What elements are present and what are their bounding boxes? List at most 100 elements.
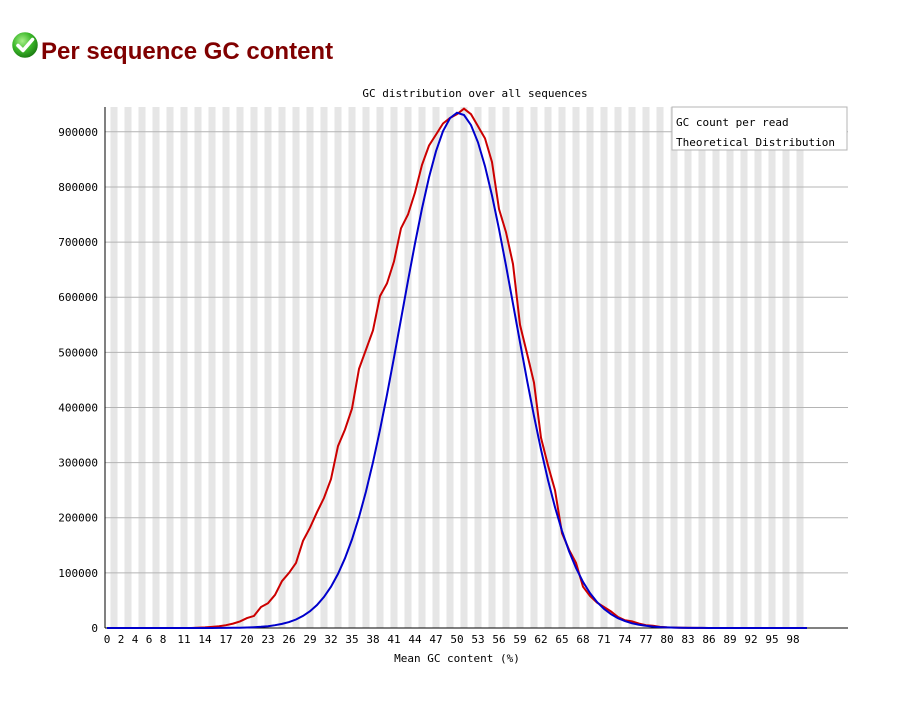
x-tick-label: 2: [118, 633, 125, 646]
x-tick-label: 17: [219, 633, 232, 646]
x-tick-label: 89: [723, 633, 736, 646]
stripe: [544, 107, 552, 628]
stripe: [250, 107, 258, 628]
stripe: [292, 107, 300, 628]
x-tick-label: 98: [786, 633, 799, 646]
stripe: [320, 107, 328, 628]
stripe: [124, 107, 132, 628]
x-tick-label: 26: [282, 633, 295, 646]
stripe: [726, 107, 734, 628]
x-tick-label: 53: [471, 633, 484, 646]
stripe: [740, 107, 748, 628]
x-tick-label: 71: [597, 633, 610, 646]
stripe: [278, 107, 286, 628]
stripe: [782, 107, 790, 628]
stripe: [376, 107, 384, 628]
stripe: [390, 107, 398, 628]
stripe: [586, 107, 594, 628]
stripe: [208, 107, 216, 628]
stripe: [614, 107, 622, 628]
x-tick-label: 38: [366, 633, 379, 646]
stripe: [138, 107, 146, 628]
stripe: [488, 107, 496, 628]
x-tick-label: 23: [261, 633, 274, 646]
x-tick-label: 44: [408, 633, 422, 646]
stripe: [110, 107, 118, 628]
stripe: [236, 107, 244, 628]
stripe: [516, 107, 524, 628]
x-tick-label: 59: [513, 633, 526, 646]
pass-check-icon: [10, 30, 40, 60]
x-tick-label: 20: [240, 633, 253, 646]
y-tick-label: 900000: [58, 126, 98, 139]
stripe: [418, 107, 426, 628]
stripe: [642, 107, 650, 628]
stripe: [152, 107, 160, 628]
stripe: [572, 107, 580, 628]
stripe: [558, 107, 566, 628]
x-tick-label: 77: [639, 633, 652, 646]
stripe: [530, 107, 538, 628]
x-tick-labels: 0 2 4 6 8 11 14 17 20 23 26 29 32 35 38 41 44 47 50 53 56 59 6…: [104, 633, 800, 646]
stripe: [600, 107, 608, 628]
series-lines: [107, 107, 807, 629]
stripe: [446, 107, 454, 628]
stripe: [698, 107, 706, 628]
stripe: [712, 107, 720, 628]
x-tick-label: 65: [555, 633, 568, 646]
stripe: [670, 107, 678, 628]
x-tick-label: 92: [744, 633, 757, 646]
y-tick-label: 800000: [58, 181, 98, 194]
stripe: [768, 107, 776, 628]
stripe: [754, 107, 762, 628]
y-tick-label: 200000: [58, 512, 98, 525]
x-tick-label: 35: [345, 633, 358, 646]
series-line-theoretical: [107, 111, 807, 629]
legend-entry-theoretical: Theoretical Distribution: [676, 136, 835, 149]
stripe: [656, 107, 664, 628]
stripe: [334, 107, 342, 628]
x-tick-label: 56: [492, 633, 505, 646]
x-tick-label: 95: [765, 633, 778, 646]
x-tick-label: 0: [104, 633, 111, 646]
stripe: [264, 107, 272, 628]
stripe: [194, 107, 202, 628]
stripe: [404, 107, 412, 628]
background-stripes: [110, 107, 804, 628]
stripe: [502, 107, 510, 628]
x-tick-label: 4: [132, 633, 139, 646]
gc-content-chart: 0 100000 200000 300000 400000 500000 600000 700…: [58, 87, 848, 665]
y-tick-label: 0: [91, 622, 98, 635]
series-line-gc-count: [107, 107, 807, 629]
x-tick-label: 14: [198, 633, 212, 646]
legend-box: [671, 106, 848, 151]
x-tick-label: 29: [303, 633, 316, 646]
x-tick-label: 32: [324, 633, 337, 646]
x-tick-label: 62: [534, 633, 547, 646]
stripe: [166, 107, 174, 628]
legend: GC count per read Theoretical Distributi…: [671, 106, 848, 151]
chart-title: GC distribution over all sequences: [362, 87, 587, 100]
stripe: [180, 107, 188, 628]
y-tick-label: 600000: [58, 291, 98, 304]
x-tick-label: 6: [146, 633, 153, 646]
stripe: [474, 107, 482, 628]
x-tick-label: 86: [702, 633, 715, 646]
y-tick-label: 400000: [58, 401, 98, 414]
x-tick-label: 50: [450, 633, 463, 646]
y-tick-label: 500000: [58, 346, 98, 359]
y-tick-label: 700000: [58, 236, 98, 249]
legend-entry-gc-count: GC count per read: [676, 116, 789, 129]
stripe: [684, 107, 692, 628]
stripe: [222, 107, 230, 628]
stripe: [306, 107, 314, 628]
x-tick-label: 41: [387, 633, 400, 646]
x-tick-label: 11: [177, 633, 190, 646]
stripe: [362, 107, 370, 628]
stripe: [460, 107, 468, 628]
x-tick-label: 47: [429, 633, 442, 646]
y-tick-labels: 0 100000 200000 300000 400000 500000 600000 700…: [58, 126, 98, 635]
x-tick-label: 74: [618, 633, 632, 646]
x-tick-label: 8: [160, 633, 167, 646]
x-axis-label: Mean GC content (%): [394, 652, 520, 665]
